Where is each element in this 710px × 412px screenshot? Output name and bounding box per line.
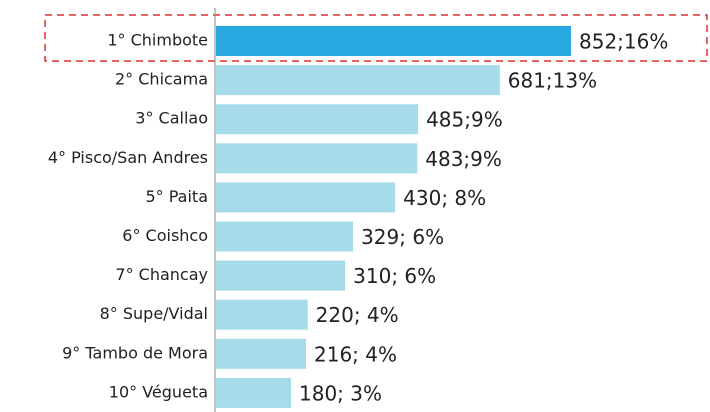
value-label: 430; 8%	[403, 186, 486, 210]
category-label: 5° Paita	[145, 187, 208, 206]
bar	[216, 143, 418, 174]
bar	[216, 26, 571, 56]
value-label: 180; 3%	[299, 381, 382, 405]
value-label: 329; 6%	[361, 225, 444, 249]
value-label: 483;9%	[425, 147, 502, 171]
category-label: 6° Coishco	[122, 226, 208, 245]
category-label: 7° Chancay	[115, 265, 208, 284]
value-label: 852;16%	[579, 30, 668, 54]
value-label: 681;13%	[508, 69, 597, 93]
bar	[216, 260, 346, 291]
bar	[216, 182, 396, 213]
category-label: 3° Callao	[135, 109, 208, 128]
category-label: 1° Chimbote	[107, 31, 208, 50]
value-label: 220; 4%	[316, 303, 399, 327]
bar	[216, 104, 419, 135]
category-label: 4° Pisco/San Andres	[48, 148, 208, 167]
bar	[216, 338, 306, 369]
category-label: 10° Végueta	[109, 382, 208, 401]
bar	[216, 221, 354, 252]
bar	[216, 377, 291, 408]
category-label: 9° Tambo de Mora	[62, 343, 208, 362]
category-label: 2° Chicama	[115, 70, 208, 89]
value-label: 485;9%	[426, 108, 503, 132]
bar	[216, 65, 500, 96]
bar	[216, 299, 308, 330]
category-label: 8° Supe/Vidal	[100, 304, 208, 323]
value-label: 216; 4%	[314, 342, 397, 366]
highlight-box	[44, 14, 708, 62]
value-label: 310; 6%	[353, 264, 436, 288]
